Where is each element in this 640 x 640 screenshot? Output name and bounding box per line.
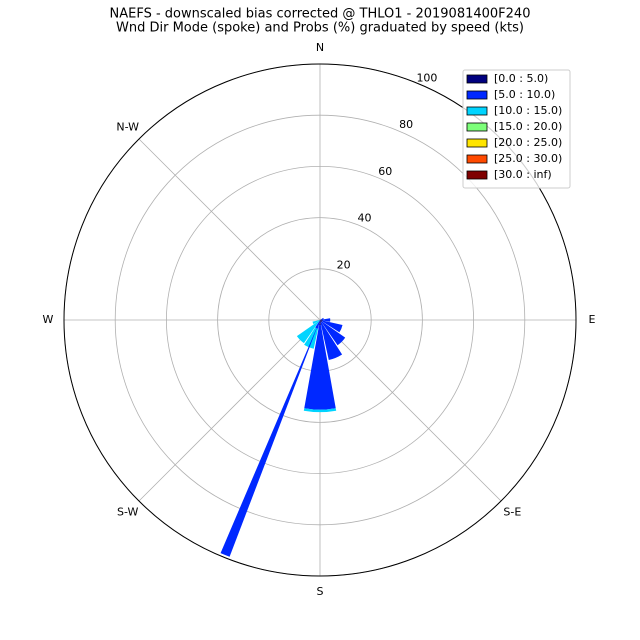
- legend-swatch: [466, 170, 488, 180]
- rose-segment: [319, 320, 321, 326]
- radial-tick-label: 20: [337, 258, 351, 271]
- rose-segment: [320, 320, 323, 322]
- rose-segment: [321, 321, 346, 346]
- radial-tick-label: 100: [416, 71, 437, 84]
- rose-segment: [320, 319, 323, 321]
- rose-segment: [320, 319, 322, 320]
- rose-segment: [296, 320, 320, 344]
- legend-label: [0.0 : 5.0): [494, 72, 548, 85]
- rose-segment: [320, 320, 322, 323]
- rose-segment: [312, 320, 320, 325]
- rose-segment: [320, 322, 343, 361]
- legend-label: [30.0 : inf): [494, 168, 552, 181]
- legend-label: [5.0 : 10.0): [494, 88, 555, 101]
- direction-label: E: [589, 313, 596, 326]
- radial-tick-label: 80: [399, 118, 413, 131]
- legend-label: [15.0 : 20.0): [494, 120, 562, 133]
- chart-title: NAEFS - downscaled bias corrected @ THLO…: [110, 7, 531, 22]
- legend-swatch: [466, 122, 488, 132]
- rose-segment: [320, 320, 323, 323]
- legend-swatch: [466, 138, 488, 148]
- rose-segment: [303, 408, 337, 413]
- direction-label: N-W: [116, 121, 139, 134]
- legend-frame: [462, 69, 571, 189]
- grid-spoke: [138, 138, 321, 321]
- direction-label: S: [317, 585, 324, 598]
- legend-swatch: [466, 154, 488, 164]
- rose-segment: [304, 325, 336, 410]
- rose-segment: [322, 320, 343, 333]
- legend-swatch: [466, 90, 488, 100]
- chart-subtitle: Wnd Dir Mode (spoke) and Probs (%) gradu…: [116, 21, 524, 36]
- direction-label: S-W: [117, 505, 139, 518]
- radial-tick-label: 60: [378, 165, 392, 178]
- rose-segment: [322, 318, 331, 322]
- mode-spoke: [220, 320, 320, 557]
- legend-label: [25.0 : 30.0): [494, 152, 562, 165]
- legend-swatch: [466, 106, 488, 116]
- legend-label: [10.0 : 15.0): [494, 104, 562, 117]
- outer-frame: [63, 63, 577, 577]
- direction-label: N: [316, 41, 324, 54]
- direction-label: S-E: [503, 505, 521, 518]
- direction-label: W: [43, 313, 54, 326]
- radial-tick-label: 40: [357, 212, 371, 225]
- rose-segment: [319, 320, 320, 322]
- grid-spoke: [138, 319, 321, 502]
- rose-segment: [315, 321, 320, 329]
- legend-label: [20.0 : 25.0): [494, 136, 562, 149]
- grid-spoke: [319, 319, 502, 502]
- legend-swatch: [466, 74, 488, 84]
- rose-segment: [321, 317, 324, 320]
